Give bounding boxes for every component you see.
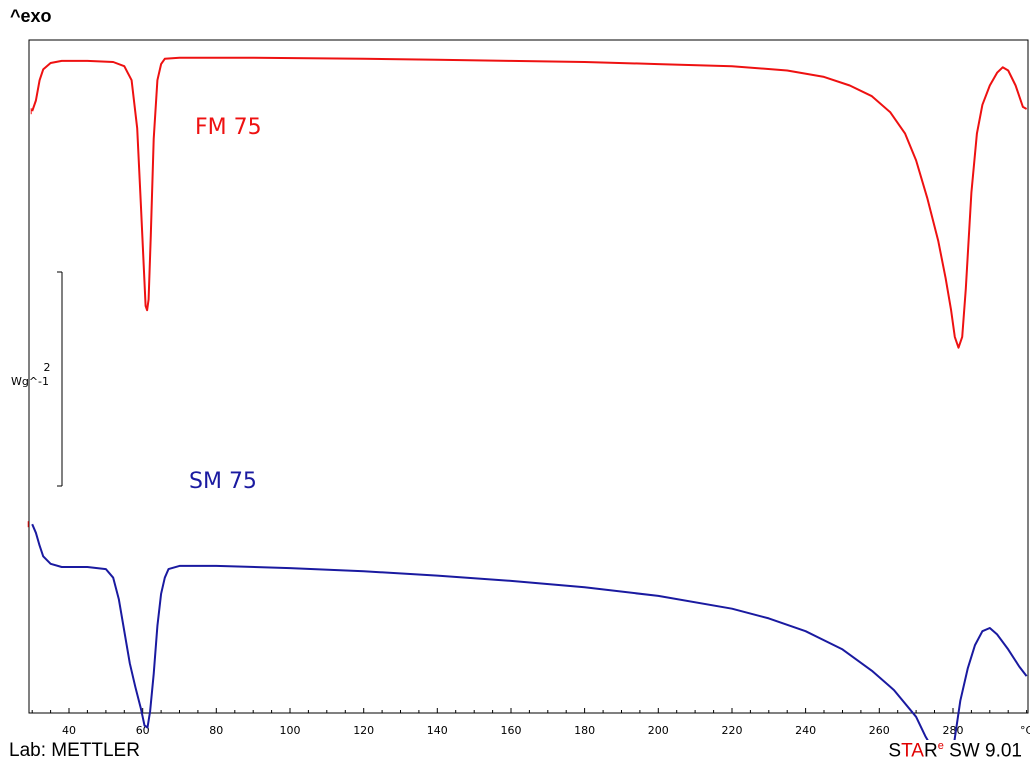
x-tick-label: 120 <box>353 724 374 737</box>
software-name-s: S <box>888 740 902 762</box>
x-tick-label: 80 <box>209 724 223 737</box>
series-line-sm75 <box>31 523 1028 740</box>
series-label-sm75: SM 75 <box>189 469 257 494</box>
x-axis-unit-label: °C <box>1020 724 1030 737</box>
software-name-r: R <box>923 740 938 762</box>
x-tick-label: 180 <box>574 724 595 737</box>
lab-label: Lab: METTLER <box>9 740 140 761</box>
software-version-label: STARe SW 9.01 <box>888 740 1022 762</box>
plot-frame <box>28 39 1029 714</box>
x-tick-label: 100 <box>280 724 301 737</box>
x-tick-label: 160 <box>501 724 522 737</box>
software-name-e: e <box>937 740 944 752</box>
series-label-fm75: FM 75 <box>195 115 262 140</box>
x-tick-label: 240 <box>795 724 816 737</box>
exo-direction-label: ^exo <box>10 6 52 26</box>
x-axis-ticks <box>31 708 1028 713</box>
dsc-thermogram-chart: 40 60 80 100 120 140 160 180 200 220 240 260 280 °C … <box>11 39 1030 740</box>
x-axis-tick-labels: 40 60 80 100 120 140 160 180 200 220 240 260 280 <box>62 724 964 737</box>
x-tick-label: 40 <box>62 724 76 737</box>
software-version-number: SW 9.01 <box>943 740 1022 762</box>
software-name-a: A <box>911 740 924 762</box>
x-tick-label: 260 <box>869 724 890 737</box>
series-line-fm75 <box>31 56 1028 349</box>
software-name-t: T <box>901 740 912 762</box>
heat-flow-scale-bar: 2 Wg^-1 <box>11 271 63 487</box>
x-tick-label: 220 <box>722 724 743 737</box>
x-tick-label: 140 <box>427 724 448 737</box>
scale-bar-value: 2 <box>44 361 51 374</box>
x-tick-label: 280 <box>943 724 964 737</box>
series-lines <box>27 56 1028 740</box>
scale-bar-unit: Wg^-1 <box>11 375 49 388</box>
x-tick-label: 200 <box>648 724 669 737</box>
